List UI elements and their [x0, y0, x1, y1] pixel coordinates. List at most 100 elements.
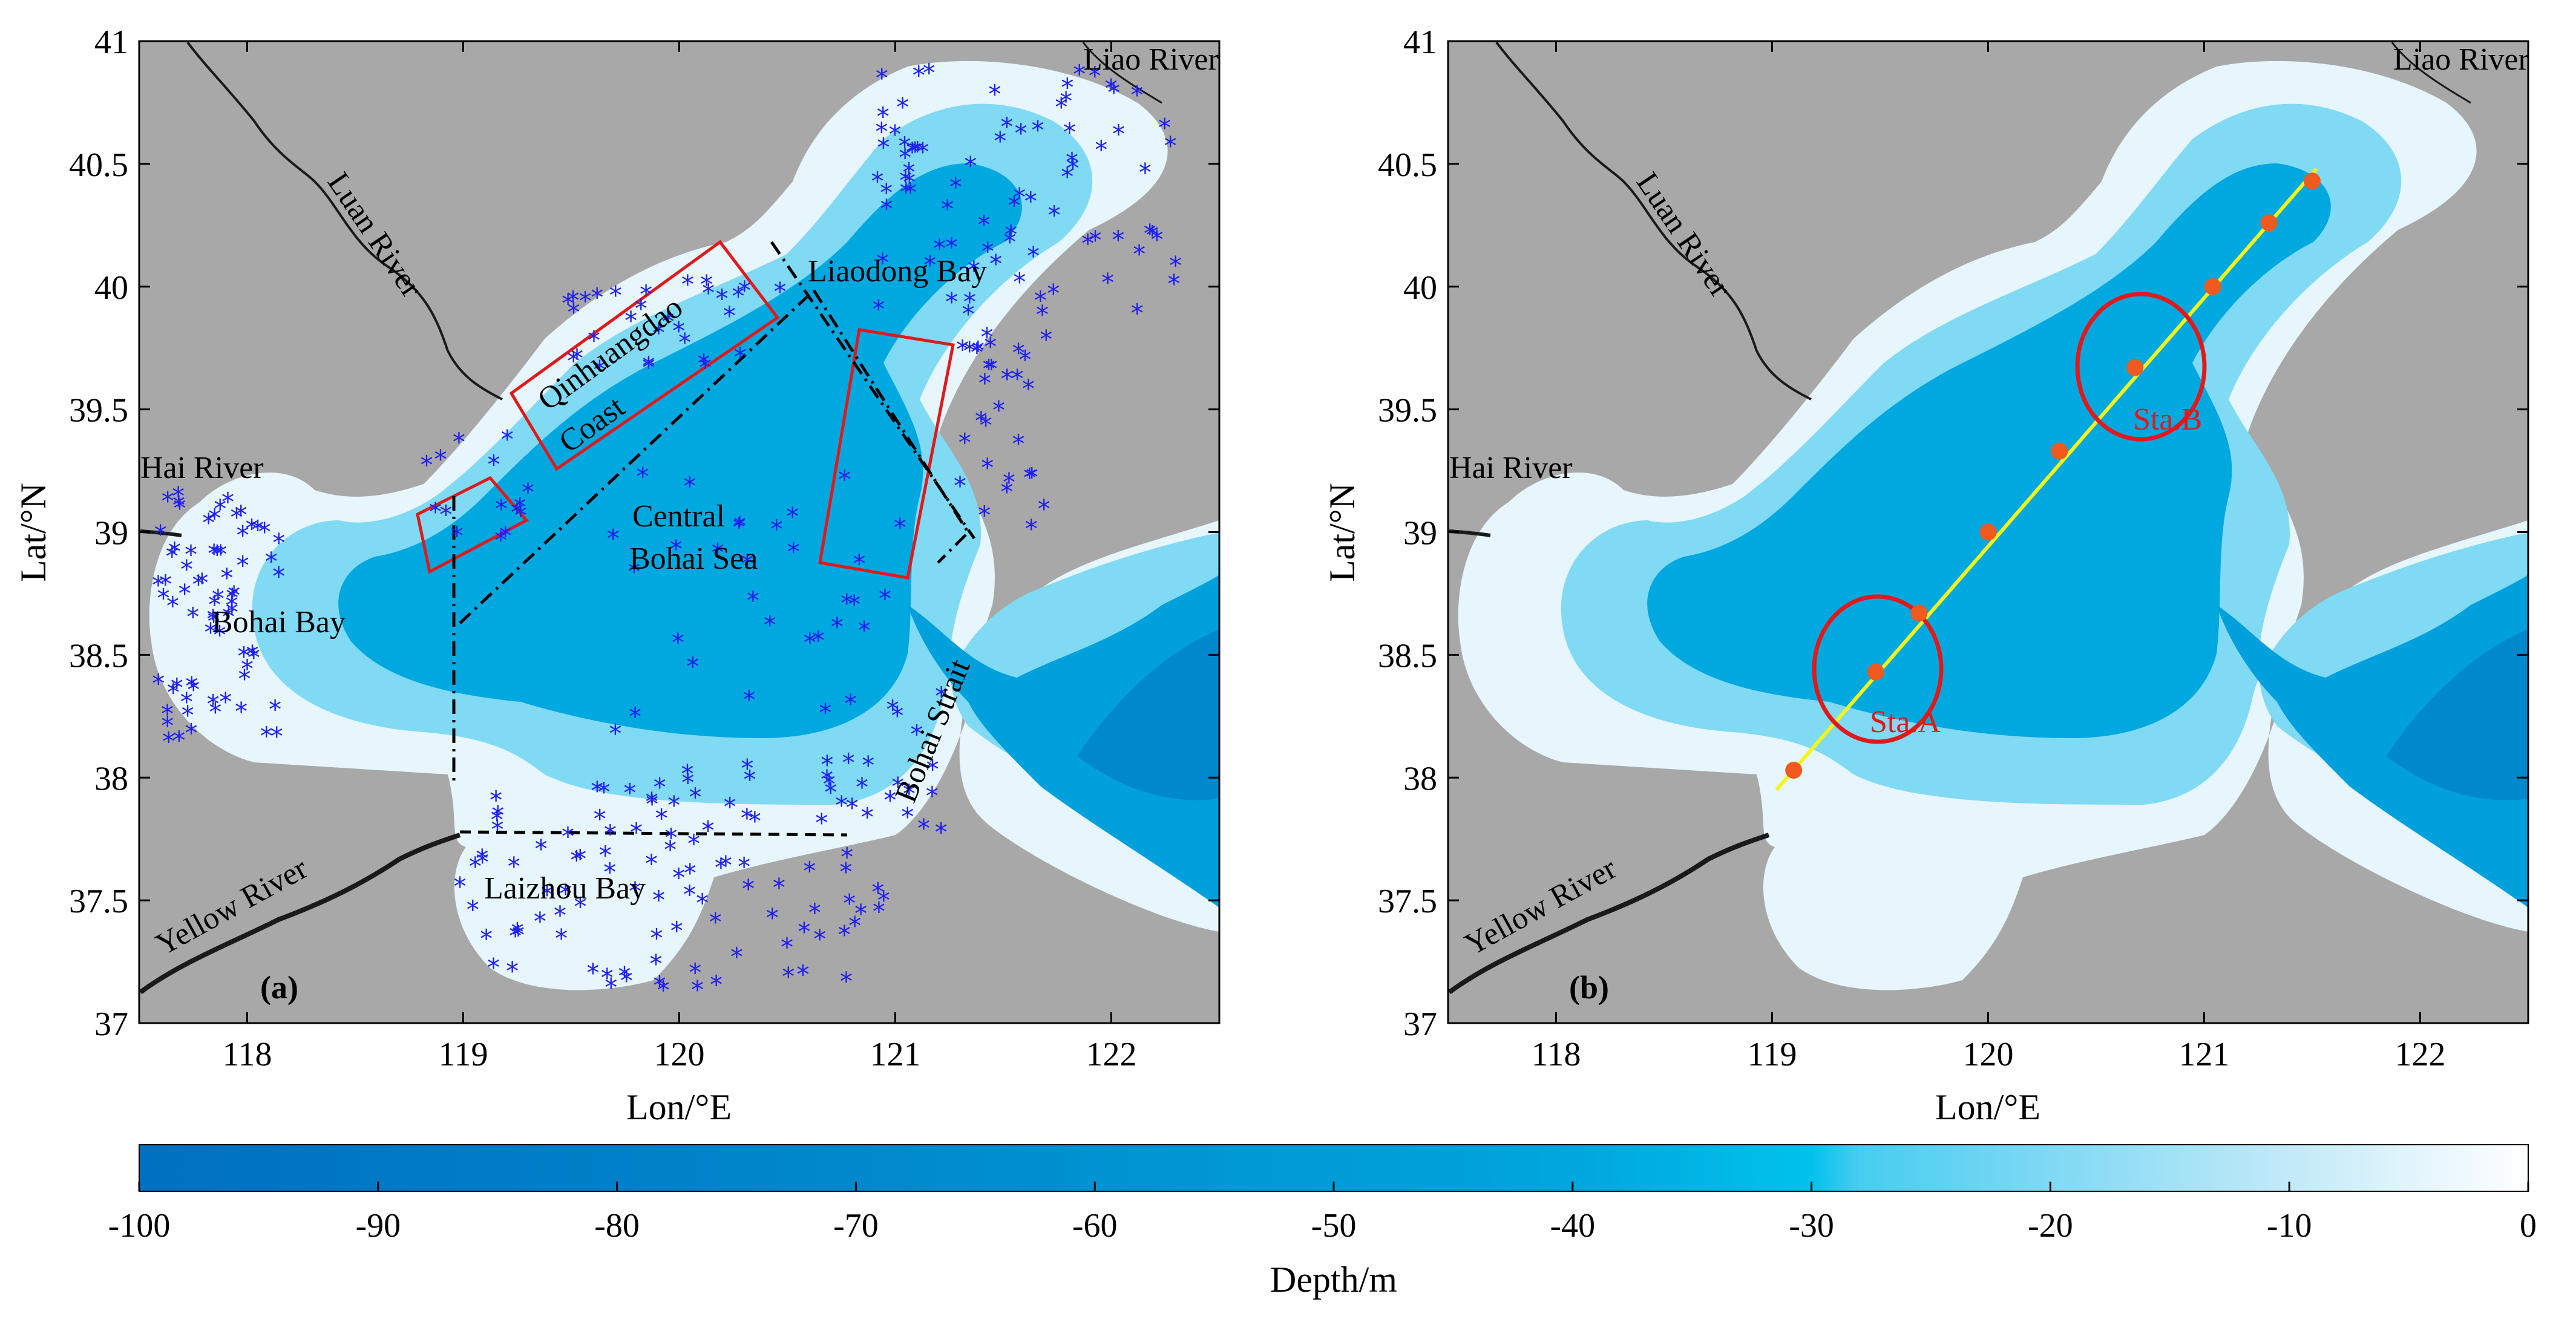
- place-bohai-sea: Bohai Sea: [629, 541, 758, 576]
- sampling-markers: ********************** ******************…: [152, 58, 1182, 1005]
- sample-marker: *: [228, 581, 240, 610]
- sample-marker: *: [681, 759, 693, 788]
- sample-marker: *: [1066, 147, 1078, 177]
- sta-a-label: Sta.A: [1870, 705, 1941, 739]
- place-laizhou-bay: Laizhou Bay: [484, 871, 646, 906]
- sample-marker: *: [877, 886, 890, 915]
- panel-a: ********************** ******************…: [13, 24, 1221, 1127]
- sample-marker: *: [899, 166, 912, 195]
- y-tick-label: 39: [94, 515, 128, 552]
- sample-marker: *: [798, 917, 810, 947]
- sample-marker: *: [741, 753, 753, 783]
- sample-marker: *: [773, 276, 786, 306]
- sample-marker: *: [989, 249, 1002, 278]
- sample-marker: *: [512, 920, 525, 950]
- sample-marker: *: [743, 765, 756, 794]
- sample-marker: *: [628, 557, 640, 586]
- transect-station-point: [2051, 442, 2068, 460]
- sample-marker: *: [901, 802, 914, 832]
- sample-marker: *: [157, 583, 170, 613]
- sample-marker: *: [1164, 131, 1177, 160]
- sample-marker: *: [1003, 227, 1016, 257]
- sample-marker: *: [451, 521, 464, 551]
- sample-marker: *: [941, 194, 954, 224]
- sample-marker: *: [161, 699, 174, 728]
- sample-marker: *: [635, 294, 647, 324]
- sample-marker: *: [887, 695, 899, 724]
- sample-marker: *: [949, 172, 962, 202]
- central-boundary: [452, 241, 976, 780]
- sample-marker: *: [1001, 364, 1014, 393]
- sample-marker: *: [226, 583, 238, 612]
- sample-marker: *: [877, 132, 890, 162]
- sample-marker: *: [522, 477, 534, 507]
- sample-marker: *: [945, 287, 958, 316]
- sample-marker: *: [501, 425, 514, 454]
- sample-marker: *: [980, 322, 993, 352]
- sample-marker: *: [235, 697, 247, 727]
- sample-marker: *: [574, 892, 586, 921]
- sample-marker: *: [607, 524, 620, 554]
- colorbar-tick-label: -50: [1311, 1207, 1357, 1245]
- sample-marker: *: [213, 620, 226, 650]
- sample-marker: *: [766, 903, 779, 932]
- place-hai-river: Hai River: [140, 451, 264, 485]
- sample-marker: *: [593, 355, 606, 385]
- sample-marker: *: [681, 768, 694, 797]
- sample-marker: *: [159, 569, 172, 599]
- sample-marker: *: [698, 348, 710, 378]
- sample-marker: *: [715, 852, 727, 882]
- y-tick-label: 37: [1403, 1006, 1437, 1043]
- sample-marker: *: [861, 802, 874, 832]
- sample-marker: *: [514, 492, 526, 522]
- sample-marker: *: [509, 921, 522, 951]
- sample-marker: *: [670, 916, 683, 946]
- sample-marker: *: [848, 590, 860, 620]
- y-tick-label: 41: [1403, 24, 1437, 61]
- sample-marker: *: [841, 589, 853, 618]
- sample-marker: *: [237, 641, 250, 671]
- sample-marker: *: [231, 502, 243, 532]
- sample-marker: *: [683, 471, 696, 501]
- sample-marker: *: [699, 353, 712, 382]
- sample-marker: *: [651, 923, 663, 953]
- sample-marker: *: [689, 958, 701, 987]
- sample-marker: *: [1022, 374, 1035, 404]
- y-tick-label: 38: [1403, 760, 1437, 797]
- sample-marker: *: [670, 534, 683, 564]
- sample-marker: *: [975, 406, 988, 436]
- hai-box: [416, 476, 529, 574]
- sample-marker: *: [819, 698, 831, 728]
- sample-marker: *: [879, 584, 891, 613]
- y-tick-label: 38.5: [69, 637, 128, 675]
- sample-marker: *: [629, 702, 641, 731]
- sample-marker: *: [926, 754, 939, 784]
- sample-marker: *: [672, 316, 685, 345]
- sample-marker: *: [710, 970, 723, 999]
- sample-marker: *: [742, 685, 755, 715]
- sample-marker: *: [738, 852, 750, 882]
- sample-marker: *: [1146, 220, 1159, 250]
- sample-marker: *: [981, 453, 994, 482]
- sample-marker: *: [1112, 225, 1124, 255]
- sample-marker: *: [734, 342, 747, 371]
- transect-station-point: [2126, 359, 2144, 376]
- sample-marker: *: [490, 785, 502, 815]
- sample-marker: *: [494, 525, 507, 555]
- sample-marker: *: [1139, 158, 1152, 188]
- sample-marker: *: [978, 500, 991, 530]
- sample-marker: *: [683, 880, 696, 909]
- sample-marker: *: [208, 607, 220, 636]
- sample-marker: *: [1089, 61, 1101, 91]
- sample-marker: *: [623, 778, 636, 808]
- place-b-liao-river: Liao River: [2393, 42, 2529, 77]
- sample-marker: *: [272, 561, 285, 591]
- sample-marker: *: [741, 803, 753, 833]
- x-tick-label: 119: [439, 1036, 488, 1073]
- sample-marker: *: [162, 486, 174, 516]
- sample-marker: *: [476, 847, 489, 877]
- sample-marker: *: [467, 895, 479, 924]
- sample-marker: *: [214, 539, 227, 569]
- sample-marker: *: [469, 851, 482, 881]
- y-tick-label: 40: [94, 269, 128, 307]
